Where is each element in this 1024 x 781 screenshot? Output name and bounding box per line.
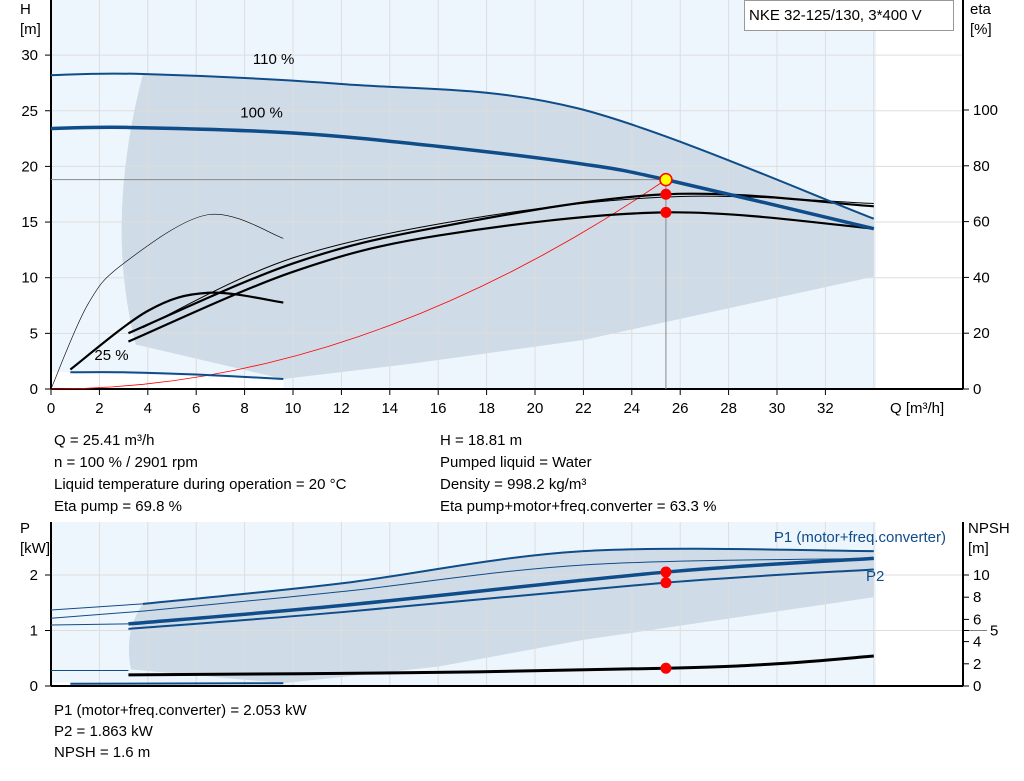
info-liquid: Pumped liquid = Water (440, 454, 592, 471)
info-left: Q = 25.41 m³/h n = 100 % / 2901 rpm Liqu… (54, 430, 346, 518)
power-curve (128, 556, 874, 626)
eta-curve (128, 211, 874, 343)
y-tick-label: 30 (21, 47, 38, 64)
eta-curve (128, 192, 874, 335)
duty-point (659, 172, 673, 187)
curve-label: 100 % (240, 104, 283, 121)
info-bottom: P1 (motor+freq.converter) = 2.053 kW P2 … (54, 700, 307, 763)
p1-series-label: P1 (motor+freq.converter) (774, 529, 946, 546)
y2-tick-label: 0 (973, 381, 981, 398)
x-tick-label: 10 (285, 400, 302, 417)
p-tick-label: 1 (30, 623, 38, 640)
p-axis-label: [kW] (20, 540, 50, 557)
x-tick-label: 14 (381, 400, 398, 417)
info-flow: Q = 25.41 m³/h (54, 432, 155, 449)
npsh-tick-label: 2 (973, 656, 981, 673)
info-right: H = 18.81 m Pumped liquid = Water Densit… (440, 430, 716, 518)
y-tick-label: 25 (21, 103, 38, 120)
npsh-axis-label: NPSH (968, 520, 1010, 537)
y2-tick-label: 20 (973, 325, 990, 342)
npsh-tick-label: 6 (973, 611, 981, 628)
y2-axis-label: eta (970, 1, 992, 18)
x-tick-label: 30 (769, 400, 786, 417)
info-p1: P1 (motor+freq.converter) = 2.053 kW (54, 702, 307, 719)
head-curve-25 (70, 371, 284, 380)
x-tick-label: 6 (192, 400, 200, 417)
system-curve (50, 179, 667, 390)
left-segment (50, 623, 129, 626)
npsh-tick-label: 10 (973, 567, 990, 584)
info-density: Density = 998.2 kg/m³ (440, 476, 587, 493)
x-tick-label: 20 (527, 400, 544, 417)
info-speed: n = 100 % / 2901 rpm (54, 454, 198, 471)
npsh-axis-label: [m] (968, 540, 989, 557)
p2-series-label: P2 (866, 568, 884, 585)
npsh-tick-label: 8 (973, 589, 981, 606)
npsh-point (660, 662, 672, 674)
x-tick-label: 28 (720, 400, 737, 417)
y2-tick-label: 100 (973, 102, 998, 119)
npsh-curve (128, 654, 874, 677)
curve-label: 110 % (253, 51, 294, 68)
y2-axis-label: [%] (970, 21, 992, 38)
npsh-tick-label: 5 (990, 623, 998, 640)
left-segment (50, 610, 143, 619)
npsh-tick-label: 0 (973, 678, 981, 695)
eta-pump-point (660, 188, 672, 200)
x-axis-label: Q [m³/h] (890, 400, 944, 417)
info-npsh: NPSH = 1.6 m (54, 744, 151, 761)
y-tick-label: 15 (21, 214, 38, 231)
power-curve (142, 557, 874, 612)
y2-tick-label: 80 (973, 158, 990, 175)
x-tick-label: 22 (575, 400, 592, 417)
power-curve (142, 547, 874, 605)
npsh-tick-label: 4 (973, 634, 981, 651)
y-axis-label: H (20, 1, 31, 18)
low-region (51, 372, 284, 389)
x-tick-label: 26 (672, 400, 689, 417)
x-tick-label: 2 (95, 400, 103, 417)
p-tick-label: 2 (30, 567, 38, 584)
pump-title-box: NKE 32-125/130, 3*400 V (744, 0, 954, 31)
eta-total-point (660, 206, 672, 218)
x-tick-label: 18 (478, 400, 495, 417)
y-axis-label: [m] (20, 21, 41, 38)
p-tick-label: 0 (30, 678, 38, 695)
eta-curve (50, 213, 284, 390)
x-tick-label: 0 (47, 400, 55, 417)
x-tick-label: 24 (623, 400, 640, 417)
y2-tick-label: 40 (973, 269, 990, 286)
p1-point (660, 566, 672, 578)
head-curve-100 (50, 125, 875, 231)
info-eta-pump: Eta pump = 69.8 % (54, 498, 182, 515)
y-tick-label: 20 (21, 158, 38, 175)
power-curve (128, 568, 874, 630)
info-temp: Liquid temperature during operation = 20… (54, 476, 347, 493)
x-tick-label: 4 (144, 400, 152, 417)
x-tick-label: 8 (240, 400, 248, 417)
head-curve-110 (50, 72, 875, 220)
x-tick-label: 32 (817, 400, 834, 417)
x-tick-label: 12 (333, 400, 350, 417)
p-axis-label: P (20, 520, 30, 537)
curve-label: 25 % (94, 347, 128, 364)
power-envelope (128, 548, 874, 684)
y-tick-label: 0 (30, 381, 38, 398)
y2-tick-label: 60 (973, 214, 990, 231)
info-head: H = 18.81 m (440, 432, 523, 449)
info-p2: P2 = 1.863 kW (54, 723, 153, 740)
p2-point (660, 577, 672, 589)
left-segment (50, 603, 143, 611)
y-tick-label: 10 (21, 270, 38, 287)
power-curve (70, 682, 284, 685)
x-tick-label: 16 (430, 400, 447, 417)
info-eta-total: Eta pump+motor+freq.converter = 63.3 % (440, 498, 717, 515)
y-tick-label: 5 (30, 325, 38, 342)
eta-curve (69, 291, 284, 371)
